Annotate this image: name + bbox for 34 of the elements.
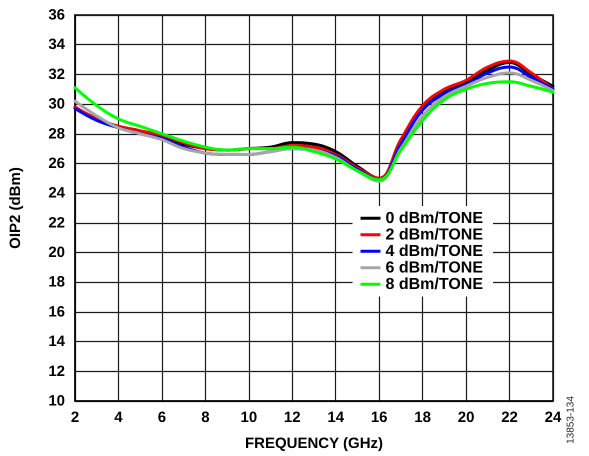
x-tick-label: 20 [458,409,474,426]
x-tick-label: 2 [70,409,80,426]
y-tick-label: 22 [48,214,65,232]
y-tick-label: 24 [48,184,66,202]
x-tick-label: 16 [370,409,388,426]
y-tick-label: 30 [48,96,65,113]
y-tick-label: 16 [48,303,65,320]
text: 13853-134 [566,396,576,444]
x-tick-label: 12 [284,409,301,426]
y-tick-label: 18 [48,274,65,291]
y-tick-label: 10 [48,392,65,410]
legend-label: 6 dBm/TONE [386,259,484,276]
y-tick-label: 34 [48,36,66,54]
x-axis-title: FREQUENCY (GHz) [244,435,384,452]
y-tick-label: 12 [48,362,65,380]
legend-label: 2 dBm/TONE [386,226,484,244]
y-tick-label: 20 [48,244,65,262]
x-tick-label: 24 [544,409,562,426]
y-axis-title: OIP2 (dBm) [7,167,24,249]
x-tick-label: 18 [414,409,431,426]
legend-label: 8 dBm/TONE [386,276,484,293]
x-tick-label: 14 [327,409,345,426]
y-tick-label: 26 [48,154,65,172]
x-tick-label: 22 [501,409,518,426]
y-tick-label: 32 [48,66,65,83]
y-tick-label: 36 [48,6,65,24]
legend-label: 0 dBm/TONE [386,210,484,227]
legend-label: 4 dBm/TONE [386,242,484,260]
x-tick-label: 6 [158,409,166,426]
x-tick-label: 8 [201,409,210,426]
y-tick-label: 28 [48,125,65,142]
y-tick-label: 14 [48,333,66,350]
x-tick-label: 4 [114,409,124,426]
x-tick-label: 10 [240,409,258,426]
